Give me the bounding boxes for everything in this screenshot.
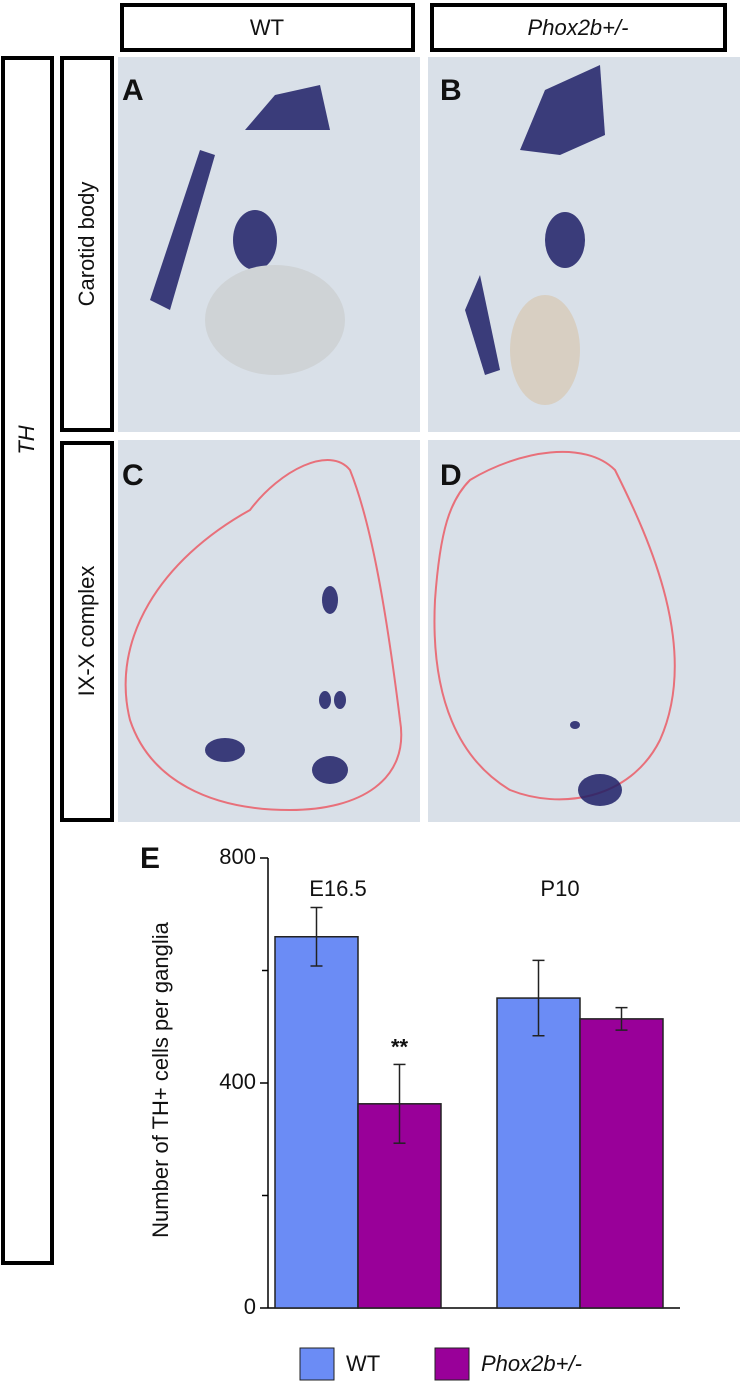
row-label: Carotid body — [74, 182, 99, 307]
y-tick-label: 800 — [219, 844, 256, 869]
micrograph-c — [118, 440, 420, 822]
error-bar — [532, 959, 545, 1037]
column-box — [430, 3, 727, 52]
panel-letter: D — [440, 459, 462, 492]
legend-label: WT — [346, 1351, 380, 1376]
y-tick-label: 0 — [244, 1294, 256, 1319]
panel-letter: A — [122, 74, 144, 107]
bar — [496, 997, 581, 1309]
bar — [579, 1018, 664, 1309]
significance: ** — [391, 1034, 409, 1059]
micrographs — [118, 57, 740, 822]
row-box — [60, 441, 114, 822]
y-tick-label: 400 — [219, 1069, 256, 1094]
y-axis-title: Number of TH+ cells per ganglia — [148, 921, 173, 1237]
bar — [274, 936, 359, 1309]
error-bar — [393, 1063, 406, 1144]
group-label: E16.5 — [309, 876, 367, 901]
error-bar — [310, 906, 323, 967]
error-bar — [615, 1006, 628, 1031]
row-box — [60, 56, 114, 432]
row-label: IX-X complex — [74, 566, 99, 697]
row-group-label: TH — [14, 425, 39, 454]
group-label: P10 — [540, 876, 579, 901]
legend-swatch — [299, 1347, 335, 1381]
panel-letter: B — [440, 74, 462, 107]
column-label: WT — [250, 15, 284, 40]
legend-label: Phox2b+/- — [481, 1351, 582, 1376]
panel-letter: C — [122, 459, 144, 492]
panel-letter: E — [140, 842, 160, 875]
legend-swatch — [434, 1347, 470, 1381]
micrograph-d — [428, 440, 740, 822]
column-label: Phox2b+/- — [528, 15, 629, 40]
column-box — [120, 3, 415, 52]
row-group-box — [1, 56, 54, 1265]
